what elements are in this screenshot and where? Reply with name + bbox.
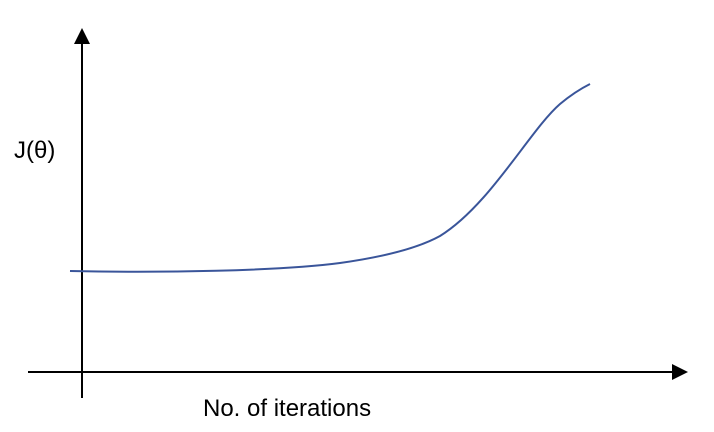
y-axis-arrow-icon [74,28,90,44]
x-axis-label: No. of iterations [203,395,371,422]
cost-curve [69,83,591,273]
x-axis-arrow-icon [672,364,688,380]
y-axis-label: J(θ) [14,137,55,164]
